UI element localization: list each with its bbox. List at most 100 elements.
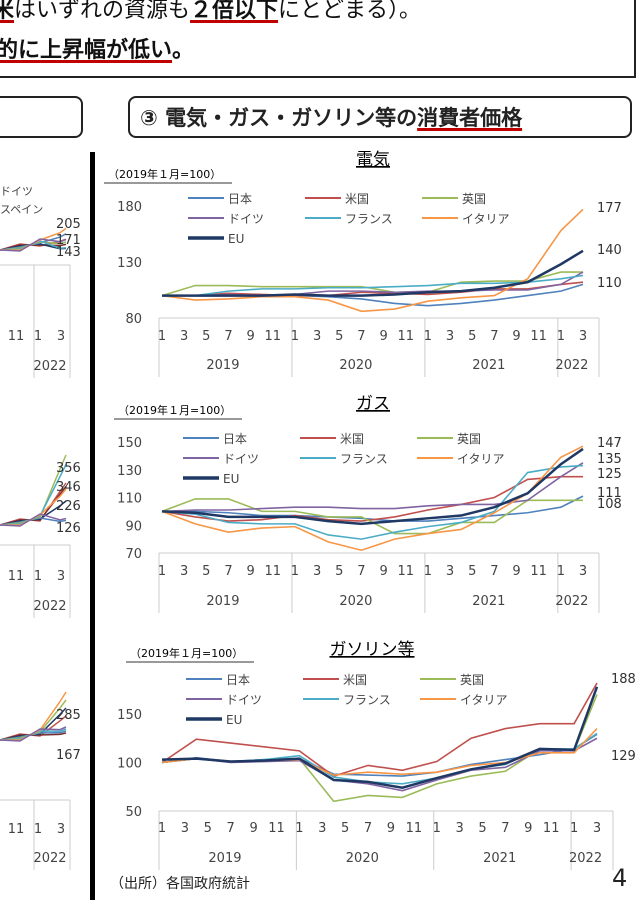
year-label: 2019 (208, 851, 241, 866)
x-tick-label: 3 (57, 822, 65, 837)
legend-label: イタリア (462, 212, 510, 226)
legend-label: 米国 (345, 192, 369, 206)
text: 的に上昇幅が低い (0, 38, 173, 63)
x-tick-label: 9 (379, 329, 387, 344)
x-tick-label: 1 (557, 564, 565, 579)
end-value-label: 135 (597, 452, 622, 467)
x-tick-label: 7 (357, 564, 365, 579)
legend-label: フランス (343, 693, 391, 707)
x-tick-label: 1 (295, 821, 303, 836)
year-label: 2020 (346, 851, 379, 866)
series-line-英国 (161, 498, 583, 535)
unit-label: （2019年１月=100） (108, 167, 221, 181)
partial-series-line (0, 726, 67, 742)
legend-label: スペイン (0, 203, 43, 216)
legend-label: フランス (340, 452, 388, 466)
year-label: 2020 (339, 594, 372, 609)
y-tick-label: 130 (117, 464, 142, 479)
x-tick-label: 5 (335, 564, 343, 579)
x-tick-label: 1 (34, 822, 42, 837)
x-tick-label: 3 (455, 821, 463, 836)
source-note: （出所）各国政府統計 (110, 876, 250, 892)
x-tick-label: 11 (530, 564, 547, 579)
x-tick-label: 1 (34, 329, 42, 344)
x-tick-label: 3 (313, 564, 321, 579)
summary-box: 米はいずれの資源も２倍以下にとどまる）。 的に上昇幅が低い。 (0, 0, 636, 78)
end-value-label: 143 (56, 245, 81, 260)
series-line-フランス (161, 464, 584, 540)
x-tick-label: 3 (313, 329, 321, 344)
chart-title: ガソリン等 (330, 640, 415, 660)
legend-label: ドイツ (228, 212, 264, 226)
x-tick-label: 7 (364, 821, 372, 836)
x-tick-label: 5 (468, 564, 476, 579)
x-tick-label: 5 (478, 821, 486, 836)
series-line-米国 (162, 281, 584, 297)
x-tick-label: 11 (8, 569, 25, 584)
legend-label: 日本 (228, 192, 252, 206)
year-label: 2022 (33, 359, 66, 374)
chart-title: 電気 (356, 150, 390, 170)
x-tick-label: 5 (335, 329, 343, 344)
y-tick-label: 150 (117, 436, 142, 451)
x-tick-label: 1 (424, 329, 432, 344)
end-value-label: 140 (597, 243, 622, 258)
year-label: 2021 (472, 594, 505, 609)
legend-label: 英国 (460, 673, 484, 687)
end-value-label: 129 (611, 749, 636, 764)
text: 消費者価格 (417, 106, 523, 130)
page-number: 4 (612, 864, 628, 892)
y-tick-label: 70 (125, 547, 142, 562)
end-value-label: 108 (597, 497, 622, 512)
x-tick-label: 3 (180, 564, 188, 579)
legend-label: EU (226, 713, 242, 727)
x-tick-label: 5 (341, 821, 349, 836)
x-tick-label: 11 (8, 822, 25, 837)
x-tick-label: 11 (406, 821, 423, 836)
end-value-label: 226 (56, 499, 81, 514)
legend-label: ドイツ (223, 452, 259, 466)
x-tick-label: 11 (265, 329, 282, 344)
text: ２倍以下 (190, 0, 279, 23)
unit-label: （2019年１月=100） (118, 403, 231, 417)
series-line-EU (161, 686, 599, 789)
x-tick-label: 11 (268, 821, 285, 836)
x-tick-label: 3 (593, 821, 601, 836)
text: 。 (172, 38, 195, 63)
x-tick-label: 3 (579, 564, 587, 579)
end-value-label: 147 (597, 436, 622, 451)
x-tick-label: 9 (512, 564, 520, 579)
section-title: ③ 電気・ガス・ガソリン等の消費者価格 (128, 96, 632, 138)
end-value-label: 356 (56, 461, 81, 476)
year-label: 2022 (33, 851, 66, 866)
x-tick-label: 3 (446, 329, 454, 344)
x-tick-label: 1 (291, 564, 299, 579)
x-tick-label: 7 (224, 564, 232, 579)
series-line-ドイツ (161, 462, 584, 513)
x-tick-label: 7 (227, 821, 235, 836)
end-value-label: 111 (597, 486, 622, 501)
series-line-EU (162, 249, 584, 297)
legend-label: 日本 (223, 432, 247, 446)
end-value-label: 285 (56, 708, 81, 723)
year-label: 2020 (339, 358, 372, 373)
x-tick-label: 11 (397, 329, 414, 344)
end-value-label: 188 (611, 672, 636, 687)
x-tick-label: 7 (490, 329, 498, 344)
series-line-米国 (161, 475, 583, 522)
series-line-米国 (161, 682, 598, 777)
summary-line-2: 的に上昇幅が低い。 (0, 32, 194, 64)
x-tick-label: 9 (512, 329, 520, 344)
x-tick-label: 7 (490, 564, 498, 579)
year-label: 2021 (483, 851, 516, 866)
legend-label: 英国 (457, 432, 481, 446)
unit-label: （2019年１月=100） (130, 646, 243, 660)
x-tick-label: 11 (543, 821, 560, 836)
x-tick-label: 1 (158, 821, 166, 836)
x-tick-label: 1 (158, 564, 166, 579)
text: はいずれの資源も (14, 0, 191, 23)
x-tick-label: 3 (57, 329, 65, 344)
year-label: 2022 (569, 851, 602, 866)
legend-label: 米国 (343, 673, 367, 687)
end-value-label: 177 (597, 201, 622, 216)
